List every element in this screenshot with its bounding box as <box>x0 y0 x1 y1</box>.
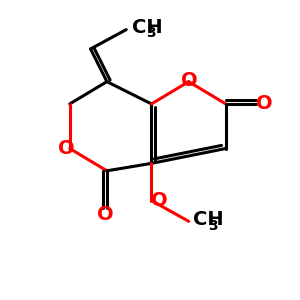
Text: O: O <box>181 71 197 90</box>
Text: O: O <box>97 205 114 224</box>
Text: O: O <box>58 139 74 158</box>
Text: 3: 3 <box>208 219 218 233</box>
Text: O: O <box>256 94 272 113</box>
Text: CH: CH <box>193 210 224 229</box>
Text: CH: CH <box>132 18 162 37</box>
Text: O: O <box>152 191 168 210</box>
Text: 3: 3 <box>146 26 156 40</box>
